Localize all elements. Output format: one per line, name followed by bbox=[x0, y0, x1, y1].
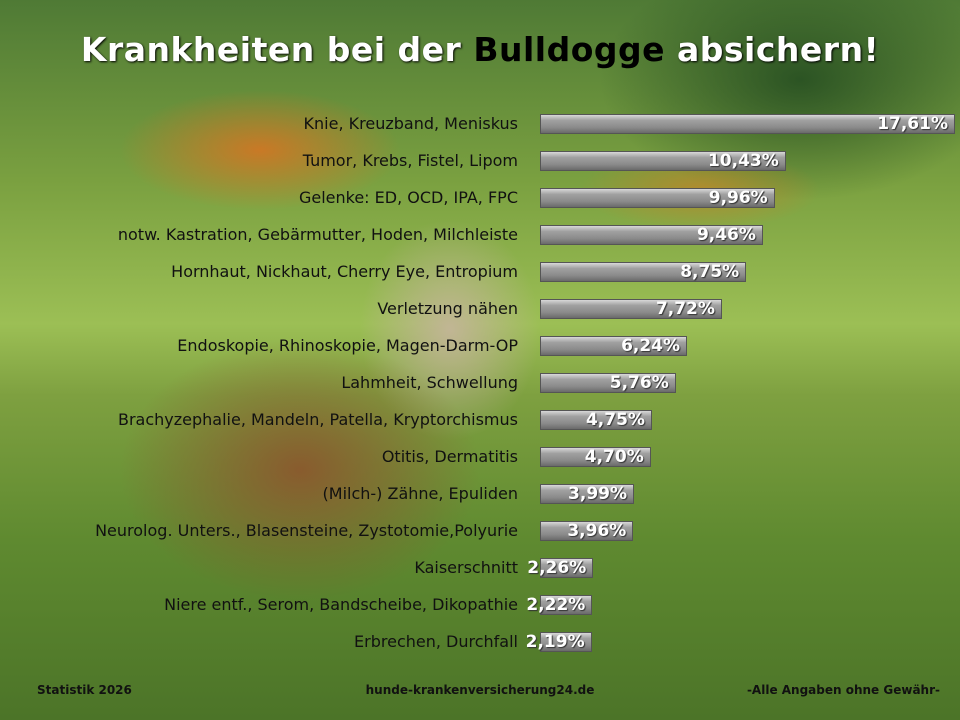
value-label: 3,96% bbox=[567, 521, 627, 541]
category-label: Erbrechen, Durchfall bbox=[354, 632, 518, 651]
bar: 17,61% bbox=[540, 114, 955, 134]
bar: 10,43% bbox=[540, 151, 786, 171]
category-label: Otitis, Dermatitis bbox=[381, 447, 518, 466]
value-label: 6,24% bbox=[621, 336, 681, 356]
bar-row: Neurolog. Unters., Blasensteine, Zystoto… bbox=[0, 520, 960, 542]
category-label: Knie, Kreuzband, Meniskus bbox=[303, 114, 518, 133]
bar: 9,46% bbox=[540, 225, 763, 245]
footer-left: Statistik 2026 bbox=[37, 683, 132, 697]
category-label: Neurolog. Unters., Blasensteine, Zystoto… bbox=[95, 521, 518, 540]
category-label: Endoskopie, Rhinoskopie, Magen-Darm-OP bbox=[177, 336, 518, 355]
bar: 3,99% bbox=[540, 484, 635, 504]
bar-row: Lahmheit, Schwellung 5,76% bbox=[0, 372, 960, 394]
bar: 9,96% bbox=[540, 188, 775, 208]
bar-row: Brachyzephalie, Mandeln, Patella, Krypto… bbox=[0, 409, 960, 431]
bar-row: Knie, Kreuzband, Meniskus 17,61% bbox=[0, 113, 960, 135]
bar-row: Otitis, Dermatitis 4,70% bbox=[0, 446, 960, 468]
category-label: Niere entf., Serom, Bandscheibe, Dikopat… bbox=[164, 595, 518, 614]
value-label: 2,26% bbox=[527, 558, 587, 578]
bar: 8,75% bbox=[540, 262, 747, 282]
value-label: 2,22% bbox=[526, 595, 586, 615]
bar-row: Erbrechen, Durchfall 2,19% bbox=[0, 631, 960, 653]
value-label: 17,61% bbox=[877, 114, 948, 134]
value-label: 9,46% bbox=[696, 225, 756, 245]
bar: 4,70% bbox=[540, 447, 651, 467]
value-label: 2,19% bbox=[525, 632, 585, 652]
footer-center: hunde-krankenversicherung24.de bbox=[365, 683, 595, 697]
category-label: (Milch-) Zähne, Epuliden bbox=[322, 484, 518, 503]
value-label: 10,43% bbox=[707, 151, 779, 171]
bar: 4,75% bbox=[540, 410, 652, 430]
footer-right: -Alle Angaben ohne Gewähr- bbox=[746, 683, 940, 697]
value-label: 7,72% bbox=[655, 299, 715, 319]
value-label: 9,96% bbox=[708, 188, 768, 208]
bar-row: Gelenke: ED, OCD, IPA, FPC 9,96% bbox=[0, 187, 960, 209]
bar: 7,72% bbox=[540, 299, 722, 319]
chart-title: Krankheiten bei der Bulldogge absichern! bbox=[0, 30, 960, 69]
category-label: Verletzung nähen bbox=[377, 299, 518, 318]
category-label: Gelenke: ED, OCD, IPA, FPC bbox=[298, 188, 518, 207]
bar: 2,19% bbox=[526, 632, 592, 652]
title-part1: Krankheiten bei der bbox=[80, 30, 474, 69]
bar-row: Niere entf., Serom, Bandscheibe, Dikopat… bbox=[0, 594, 960, 616]
bar-row: notw. Kastration, Gebärmutter, Hoden, Mi… bbox=[0, 224, 960, 246]
bar-row: (Milch-) Zähne, Epuliden 3,99% bbox=[0, 483, 960, 505]
value-label: 8,75% bbox=[680, 262, 740, 282]
bar: 6,24% bbox=[540, 336, 688, 356]
bar: 2,22% bbox=[526, 595, 593, 615]
bar-row: Endoskopie, Rhinoskopie, Magen-Darm-OP 6,… bbox=[0, 335, 960, 357]
bar-row: Verletzung nähen 7,72% bbox=[0, 298, 960, 320]
category-label: Lahmheit, Schwellung bbox=[341, 373, 518, 392]
bar-row: Hornhaut, Nickhaut, Cherry Eye, Entropiu… bbox=[0, 261, 960, 283]
value-label: 5,76% bbox=[609, 373, 669, 393]
title-part2: absichern! bbox=[665, 30, 880, 69]
category-label: Brachyzephalie, Mandeln, Patella, Krypto… bbox=[117, 410, 518, 429]
bar: 5,76% bbox=[540, 373, 676, 393]
category-label: Tumor, Krebs, Fistel, Lipom bbox=[302, 151, 518, 170]
bar-row: Tumor, Krebs, Fistel, Lipom 10,43% bbox=[0, 150, 960, 172]
bar: 2,26% bbox=[527, 558, 594, 578]
category-label: Hornhaut, Nickhaut, Cherry Eye, Entropiu… bbox=[171, 262, 518, 281]
category-label: Kaiserschnitt bbox=[414, 558, 518, 577]
value-label: 3,99% bbox=[568, 484, 628, 504]
bar-row: Kaiserschnitt 2,26% bbox=[0, 557, 960, 579]
value-label: 4,70% bbox=[584, 447, 644, 467]
title-highlight: Bulldogge bbox=[473, 30, 666, 69]
category-label: notw. Kastration, Gebärmutter, Hoden, Mi… bbox=[117, 225, 518, 244]
value-label: 4,75% bbox=[585, 410, 645, 430]
bar: 3,96% bbox=[540, 521, 634, 541]
